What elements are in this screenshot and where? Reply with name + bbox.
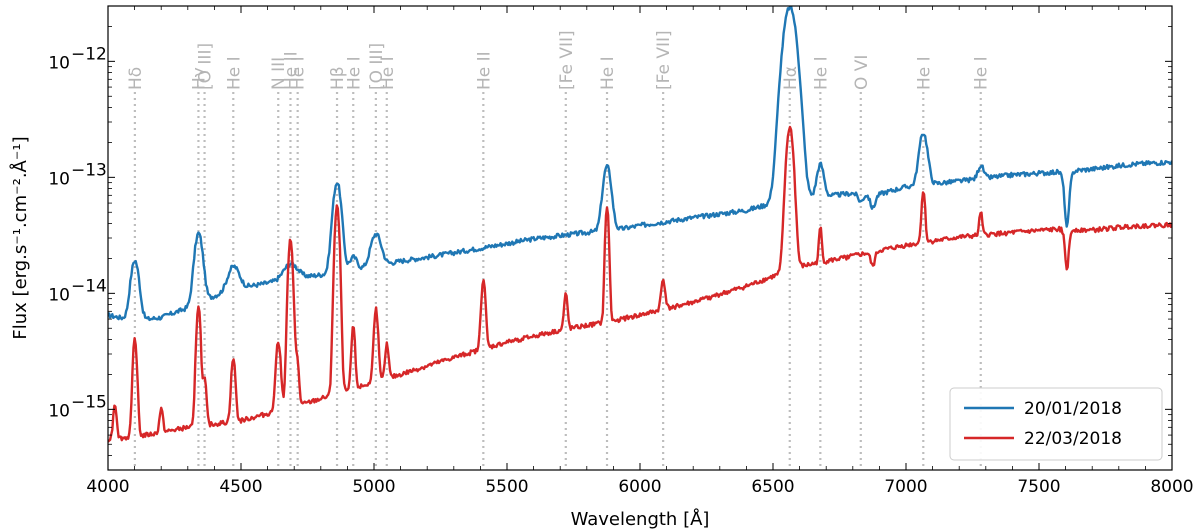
legend-box (949, 387, 1163, 461)
line-marker-label: O VI (852, 55, 872, 90)
line-marker-label: He I (224, 56, 244, 90)
y-tick-exponent: −13 (71, 160, 107, 180)
y-tick-exponent: −12 (71, 44, 107, 64)
series-layer (108, 6, 1172, 443)
y-axis-title: Flux [erg.s⁻¹.cm⁻².Å⁻¹] (9, 136, 31, 339)
legend-label-0: 20/01/2018 (1024, 399, 1122, 419)
y-tick-label: 10 (48, 401, 70, 421)
line-marker-label: Hδ (126, 67, 146, 90)
line-marker-label: He I (289, 56, 309, 90)
line-marker-label: [Fe VII] (557, 30, 577, 90)
line-marker-label: He I (972, 56, 992, 90)
line-marker-label: He II (474, 51, 494, 90)
y-tick-exponent: −14 (71, 276, 107, 296)
x-tick-label: 4500 (219, 477, 262, 497)
legend-label-1: 22/03/2018 (1024, 429, 1122, 449)
line-marker-label: He I (914, 56, 934, 90)
line-marker-label: He I (344, 56, 364, 90)
x-tick-label: 7500 (1017, 477, 1060, 497)
y-tick-label: 10 (48, 53, 70, 73)
legend: 20/01/2018 22/03/2018 (949, 387, 1163, 461)
x-tick-label: 5000 (352, 477, 395, 497)
series-line-0 (108, 6, 1172, 322)
x-tick-label: 6500 (751, 477, 794, 497)
line-marker-label: Hα (781, 66, 801, 90)
y-tick-exponent: −15 (71, 392, 107, 412)
line-marker-label: [O III] (367, 43, 387, 90)
x-tick-label: 5500 (485, 477, 528, 497)
x-tick-label: 8000 (1150, 477, 1193, 497)
line-marker-label: He I (378, 56, 398, 90)
line-marker-label: [Fe VII] (654, 30, 674, 90)
line-marker-label: N III (269, 57, 289, 90)
x-tick-label: 4000 (86, 477, 129, 497)
line-marker-label: [O III] (196, 43, 216, 90)
line-marker-label: He I (598, 56, 618, 90)
y-tick-label: 10 (48, 169, 70, 189)
line-marker-label: He I (811, 56, 831, 90)
x-tick-label: 6000 (618, 477, 661, 497)
line-marker-label: Hγ (189, 67, 209, 90)
x-axis: 4000 4500 5000 5500 6000 6500 7000 7500 8000 (86, 6, 1194, 497)
line-marker-label: Hβ (328, 66, 348, 90)
x-axis-title: Wavelength [Å] (571, 508, 710, 530)
y-tick-label: 10 (48, 285, 70, 305)
line-marker-label: He II (281, 51, 301, 90)
series-line-1 (108, 125, 1172, 443)
x-tick-label: 7000 (884, 477, 927, 497)
